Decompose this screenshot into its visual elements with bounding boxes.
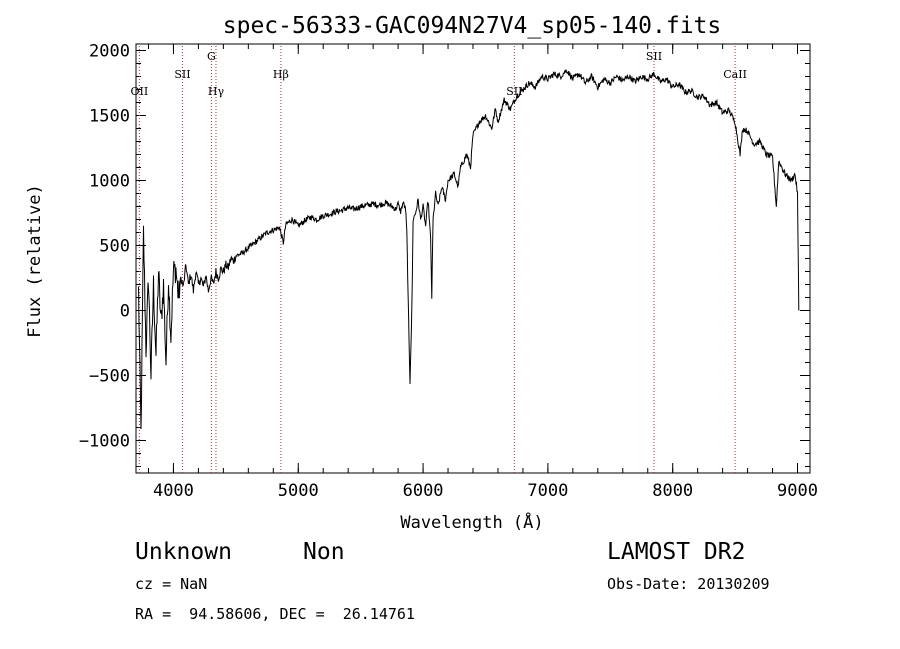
spectral-line-label: CaII [723,68,747,81]
plot-frame [135,43,811,474]
spectral-line-label: SII [174,68,190,81]
redshift-cz: cz = NaN [135,575,208,593]
y-axis-label: Flux (relative) [25,184,45,338]
x-tick-label: 8000 [652,481,693,501]
y-tick-label: −1000 [79,432,130,452]
spectral-line-label: OII [131,85,149,98]
x-tick-label: 5000 [278,481,319,501]
spectral-line-label: SII [506,85,522,98]
survey-name: LAMOST DR2 [607,539,746,565]
spectral-line-label: SII [646,50,662,63]
flux-series-line [138,69,800,430]
object-subclass: Non [303,539,345,565]
chart-title: spec-56333-GAC094N27V4_sp05-140.fits [223,13,722,39]
observation-date: Obs-Date: 20130209 [607,575,770,593]
coordinates: RA = 94.58606, DEC = 26.14761 [135,605,415,623]
y-tick-label: 2000 [89,42,130,62]
x-tick-label: 7000 [527,481,568,501]
y-tick-label: 0 [120,302,130,322]
spectral-line-label: Hβ [273,68,289,81]
x-tick-label: 4000 [153,481,194,501]
spectral-line-label: Hγ [208,85,225,98]
y-tick-label: 1500 [89,107,130,127]
y-tick-label: −500 [89,367,130,387]
x-axis-label: Wavelength (Å) [400,511,543,533]
spectral-line-markers: OII SII G Hγ Hβ SII SII CaII [131,46,747,473]
y-tick-label: 500 [99,237,130,257]
x-tick-label: 9000 [777,481,818,501]
y-tick-label: 1000 [89,172,130,192]
x-tick-label: 6000 [403,481,444,501]
object-class: Unknown [135,539,232,565]
axes: 4000 5000 6000 7000 8000 9000 −1000 −500 0 500 100… [79,42,818,502]
spectral-line-label: G [207,50,216,63]
